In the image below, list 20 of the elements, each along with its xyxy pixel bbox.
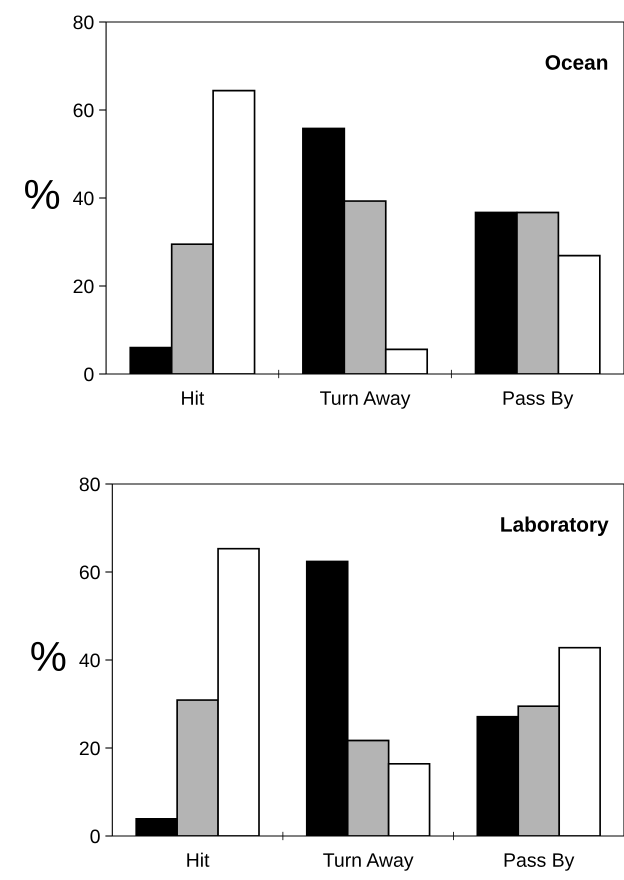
text: Ocean — [546, 55, 608, 70]
y-tick-label: 20 — [74, 279, 94, 294]
x-tick-label: Turn Away — [323, 853, 414, 871]
y-tick-label: 60 — [74, 103, 94, 118]
x-tick-label: Pass By — [504, 853, 574, 871]
y-axis-title: % — [25, 180, 60, 210]
x-tick-label: Hit — [182, 390, 204, 405]
y-tick-label: 80 — [73, 15, 94, 30]
x-tick-label: Hit — [187, 852, 210, 867]
y-tick-label: 0 — [84, 367, 94, 382]
x-tick-label: Turn Away — [320, 391, 410, 409]
y-tick-label: 80 — [80, 477, 100, 492]
y-axis-title: % — [31, 642, 66, 672]
text: Laboratory — [501, 516, 609, 536]
y-tick-label: 20 — [80, 741, 100, 756]
y-tick-label: 40 — [73, 191, 94, 206]
y-tick-label: 60 — [80, 565, 100, 580]
x-tick-label: Pass By — [504, 391, 574, 409]
y-tick-label: 40 — [79, 653, 100, 668]
y-tick-label: 0 — [90, 829, 100, 844]
